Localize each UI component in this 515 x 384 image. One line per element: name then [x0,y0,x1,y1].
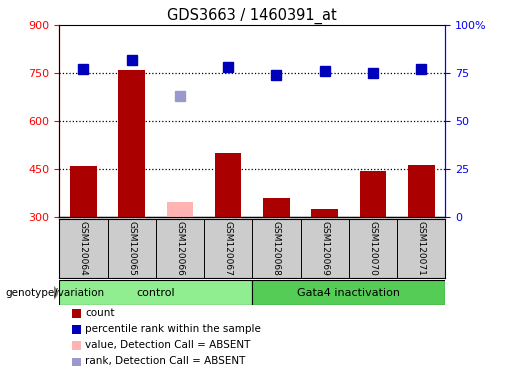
Bar [408,165,435,217]
Text: GSM120069: GSM120069 [320,221,329,276]
Text: GSM120071: GSM120071 [417,221,426,276]
Bar [252,280,445,305]
Bar [118,70,145,217]
Bar [312,209,338,217]
Text: GSM120068: GSM120068 [272,221,281,276]
Bar [70,166,97,217]
Bar [360,171,386,217]
Text: Gata4 inactivation: Gata4 inactivation [298,288,401,298]
Text: genotype/variation: genotype/variation [5,288,104,298]
Text: percentile rank within the sample: percentile rank within the sample [85,324,261,334]
Text: GSM120065: GSM120065 [127,221,136,276]
Bar [167,202,193,217]
Text: control: control [136,288,175,298]
Text: rank, Detection Call = ABSENT: rank, Detection Call = ABSENT [85,356,245,366]
Text: count: count [85,308,114,318]
Bar [215,153,242,217]
Bar [59,280,252,305]
Polygon shape [54,286,58,299]
Text: GSM120066: GSM120066 [176,221,184,276]
Title: GDS3663 / 1460391_at: GDS3663 / 1460391_at [167,7,337,23]
Bar [263,198,290,217]
Text: GSM120070: GSM120070 [369,221,377,276]
Text: GSM120067: GSM120067 [224,221,233,276]
Text: value, Detection Call = ABSENT: value, Detection Call = ABSENT [85,340,250,350]
Text: GSM120064: GSM120064 [79,221,88,276]
